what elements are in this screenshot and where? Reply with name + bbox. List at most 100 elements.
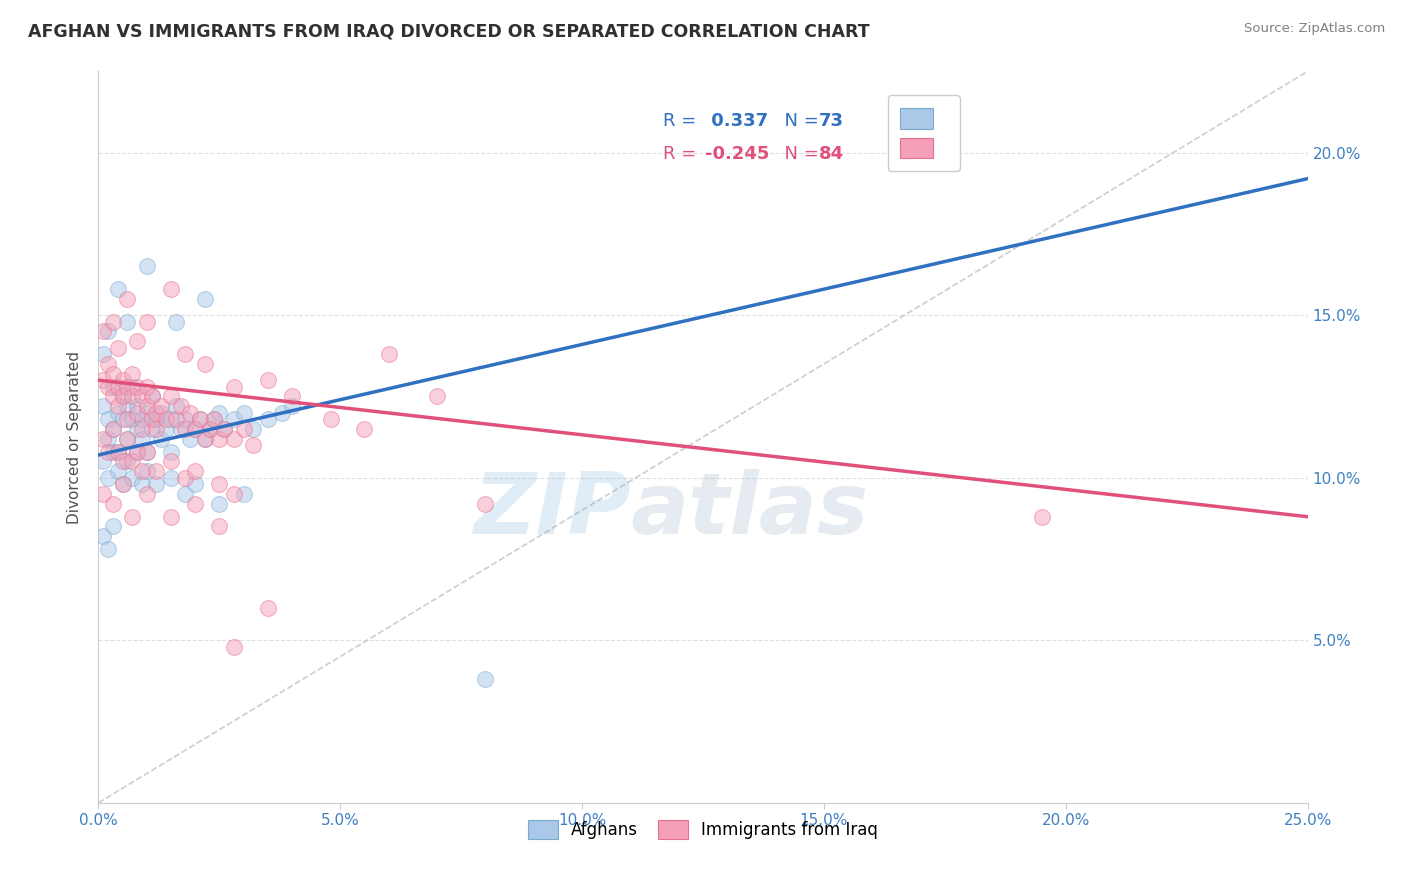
Point: [91, 399, 114, 413]
Point: [97, 325, 120, 339]
Point: [184, 422, 207, 436]
Point: [91, 347, 114, 361]
Point: [121, 471, 143, 485]
Point: [101, 422, 124, 436]
Point: [111, 373, 134, 387]
Point: [256, 600, 278, 615]
Point: [101, 497, 124, 511]
Point: [135, 444, 157, 458]
Point: [145, 406, 167, 420]
Point: [131, 422, 153, 436]
Point: [145, 422, 167, 436]
Point: [353, 422, 375, 436]
Point: [121, 367, 143, 381]
Point: [271, 406, 294, 420]
Text: AFGHAN VS IMMIGRANTS FROM IRAQ DIVORCED OR SEPARATED CORRELATION CHART: AFGHAN VS IMMIGRANTS FROM IRAQ DIVORCED …: [28, 22, 870, 40]
Point: [91, 454, 114, 468]
Text: Source: ZipAtlas.com: Source: ZipAtlas.com: [1244, 22, 1385, 36]
Point: [377, 347, 399, 361]
Point: [232, 406, 254, 420]
Point: [212, 422, 235, 436]
Point: [145, 412, 167, 426]
Point: [474, 673, 496, 687]
Point: [184, 464, 207, 478]
Text: N =: N =: [773, 145, 825, 162]
Point: [160, 389, 183, 403]
Point: [127, 422, 149, 436]
Point: [208, 406, 231, 420]
Point: [174, 412, 197, 426]
Point: [131, 432, 153, 446]
Point: [131, 389, 153, 403]
Point: [208, 477, 231, 491]
Point: [127, 380, 149, 394]
Point: [121, 380, 143, 394]
Point: [222, 412, 245, 426]
Point: [107, 341, 129, 355]
Point: [101, 389, 124, 403]
Point: [256, 412, 278, 426]
Point: [160, 282, 183, 296]
Point: [141, 422, 163, 436]
Point: [160, 444, 183, 458]
Text: 73: 73: [820, 112, 844, 129]
Point: [145, 477, 167, 491]
Point: [111, 389, 134, 403]
Point: [107, 399, 129, 413]
Point: [97, 444, 120, 458]
Point: [256, 373, 278, 387]
Point: [121, 389, 143, 403]
Legend: Afghans, Immigrants from Iraq: Afghans, Immigrants from Iraq: [522, 814, 884, 846]
Point: [198, 422, 221, 436]
Point: [174, 422, 197, 436]
Point: [184, 477, 207, 491]
Point: [160, 509, 183, 524]
Text: 84: 84: [820, 145, 844, 162]
Text: N =: N =: [773, 112, 825, 129]
Point: [97, 357, 120, 371]
Point: [117, 432, 139, 446]
Point: [121, 412, 143, 426]
Point: [165, 315, 187, 329]
Point: [155, 422, 177, 436]
Point: [135, 444, 157, 458]
Point: [208, 497, 231, 511]
Point: [107, 464, 129, 478]
Point: [208, 432, 231, 446]
Point: [97, 471, 120, 485]
Point: [91, 487, 114, 501]
Point: [145, 464, 167, 478]
Point: [184, 422, 207, 436]
Point: [179, 406, 201, 420]
Point: [188, 412, 211, 426]
Point: [194, 432, 217, 446]
Point: [174, 347, 197, 361]
Point: [222, 380, 245, 394]
Point: [135, 406, 157, 420]
Point: [107, 282, 129, 296]
Point: [222, 487, 245, 501]
Point: [204, 412, 226, 426]
Point: [107, 444, 129, 458]
Point: [169, 399, 191, 413]
Point: [204, 412, 226, 426]
Point: [198, 422, 221, 436]
Text: ZIP: ZIP: [472, 468, 630, 552]
Point: [121, 509, 143, 524]
Point: [160, 412, 183, 426]
Point: [111, 477, 134, 491]
Point: [222, 640, 245, 654]
Point: [150, 399, 173, 413]
Point: [135, 399, 157, 413]
Point: [101, 444, 124, 458]
Point: [160, 471, 183, 485]
Point: [242, 422, 264, 436]
Point: [232, 487, 254, 501]
Y-axis label: Divorced or Separated: Divorced or Separated: [67, 351, 83, 524]
Point: [160, 454, 183, 468]
Point: [101, 519, 124, 533]
Point: [131, 464, 153, 478]
Point: [91, 325, 114, 339]
Point: [117, 399, 139, 413]
Point: [127, 406, 149, 420]
